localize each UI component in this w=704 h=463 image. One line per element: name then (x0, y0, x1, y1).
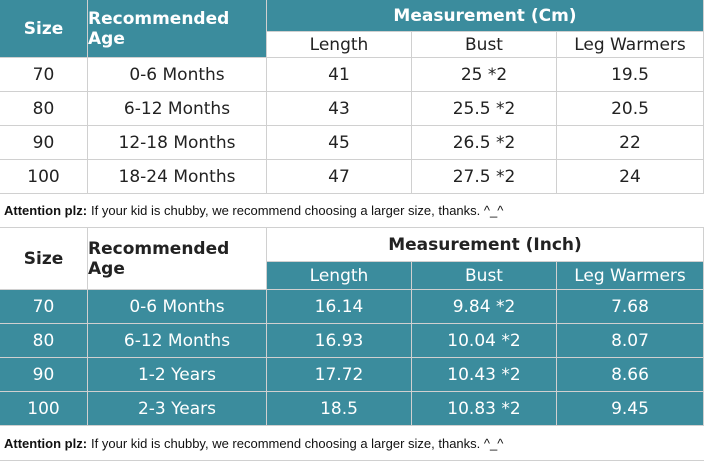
header-cell: Recommended Age (88, 228, 267, 290)
attention-note: Attention plz: If your kid is chubby, we … (0, 426, 704, 461)
data-cell: 70 (0, 290, 88, 324)
data-cell: 25.5 *2 (412, 92, 557, 126)
data-cell: 10.83 *2 (412, 392, 557, 426)
subheader-cell: Leg Warmers (557, 262, 704, 290)
data-cell: 18.5 (267, 392, 412, 426)
data-cell: 43 (267, 92, 412, 126)
data-cell: 27.5 *2 (412, 160, 557, 194)
data-cell: 45 (267, 126, 412, 160)
subheader-cell: Length (267, 32, 412, 58)
data-cell: 20.5 (557, 92, 704, 126)
data-cell: 7.68 (557, 290, 704, 324)
data-cell: 0-6 Months (88, 58, 267, 92)
data-cell: 9.84 *2 (412, 290, 557, 324)
data-cell: 80 (0, 324, 88, 358)
data-cell: 12-18 Months (88, 126, 267, 160)
data-cell: 10.43 *2 (412, 358, 557, 392)
note-label: Attention plz: (4, 203, 88, 218)
header-cell: Size (0, 228, 88, 290)
note-text: If your kid is chubby, we recommend choo… (91, 203, 504, 218)
data-cell: 16.93 (267, 324, 412, 358)
data-cell: 100 (0, 392, 88, 426)
data-cell: 47 (267, 160, 412, 194)
subheader-cell: Length (267, 262, 412, 290)
data-cell: 70 (0, 58, 88, 92)
note-label: Attention plz: (4, 435, 88, 451)
data-cell: 8.07 (557, 324, 704, 358)
data-cell: 0-6 Months (88, 290, 267, 324)
data-cell: 18-24 Months (88, 160, 267, 194)
data-cell: 2-3 Years (88, 392, 267, 426)
data-cell: 16.14 (267, 290, 412, 324)
data-cell: 90 (0, 358, 88, 392)
attention-note: Attention plz: If your kid is chubby, we … (0, 194, 704, 228)
data-cell: 19.5 (557, 58, 704, 92)
data-cell: 24 (557, 160, 704, 194)
data-cell: 22 (557, 126, 704, 160)
subheader-cell: Leg Warmers (557, 32, 704, 58)
data-cell: 41 (267, 58, 412, 92)
note-text: If your kid is chubby, we recommend choo… (91, 435, 504, 451)
data-cell: 8.66 (557, 358, 704, 392)
data-cell: 25 *2 (412, 58, 557, 92)
subheader-cell: Bust (412, 32, 557, 58)
data-cell: 10.04 *2 (412, 324, 557, 358)
header-cell: Measurement (Inch) (267, 228, 704, 262)
header-cell: Size (0, 0, 88, 58)
data-cell: 1-2 Years (88, 358, 267, 392)
subheader-cell: Bust (412, 262, 557, 290)
header-cell: Measurement (Cm) (267, 0, 704, 32)
data-cell: 26.5 *2 (412, 126, 557, 160)
data-cell: 17.72 (267, 358, 412, 392)
data-cell: 9.45 (557, 392, 704, 426)
header-cell: Recommended Age (88, 0, 267, 58)
data-cell: 80 (0, 92, 88, 126)
data-cell: 6-12 Months (88, 324, 267, 358)
data-cell: 100 (0, 160, 88, 194)
data-cell: 6-12 Months (88, 92, 267, 126)
data-cell: 90 (0, 126, 88, 160)
